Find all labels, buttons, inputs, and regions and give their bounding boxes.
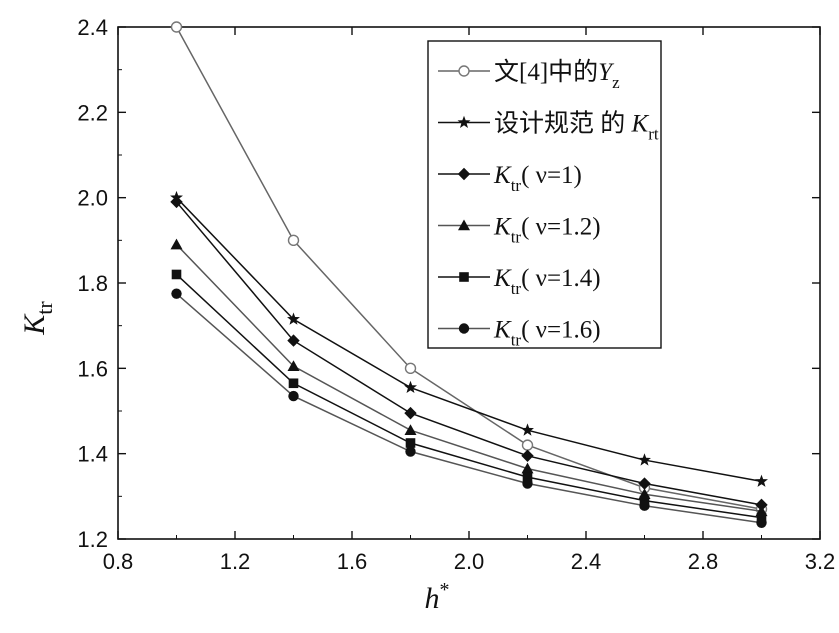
series-4-point	[170, 238, 183, 250]
y-axis-label: Ktr	[18, 301, 57, 336]
series-3-point	[521, 449, 534, 462]
legend-label-subscript: tr	[511, 228, 522, 247]
plot-area: 0.8 1.2 1.6 2.0 2.4 2.8 3.21.21.41.61.82.02.22…	[77, 15, 835, 574]
y-axis-label-main: K	[18, 313, 51, 336]
legend-swatch-marker	[458, 323, 470, 334]
legend-label-suffix: ( ν=1.2)	[521, 214, 601, 241]
legend-swatch-marker	[457, 167, 471, 181]
series-5-point	[288, 378, 299, 389]
series-2-point	[404, 380, 417, 394]
series-5-point	[171, 269, 182, 280]
series-6-point	[639, 500, 650, 511]
y-tick-label: 1.4	[77, 442, 108, 467]
x-tick-label: 3.2	[805, 549, 836, 574]
series-4-point	[404, 424, 417, 435]
legend-label-symbol: K	[631, 111, 650, 138]
y-tick-label: 1.2	[77, 527, 108, 552]
x-tick-label: 2.8	[688, 549, 719, 574]
legend-label: Ktr( ν=1.4)	[493, 265, 601, 298]
legend-entry: 设计规范 的 Krt	[438, 110, 659, 144]
series-6-point	[171, 288, 182, 299]
legend-label-suffix: ( ν=1)	[521, 162, 582, 189]
legend-label-text: 设计规范 的	[494, 110, 632, 138]
series-6-line	[176, 293, 762, 524]
series-3-point	[287, 334, 300, 347]
legend-label-subscript: rt	[648, 125, 659, 144]
legend-label: 设计规范 的 Krt	[494, 110, 659, 144]
x-tick-label: 2.0	[454, 549, 485, 574]
series-1-point	[287, 234, 300, 247]
legend-label-subscript: tr	[511, 279, 522, 298]
y-tick-label: 2.0	[77, 186, 108, 211]
series-6-point	[756, 517, 767, 528]
legend-entry: Ktr( ν=1)	[438, 162, 582, 195]
series-1-point	[170, 21, 183, 33]
series-3-point	[404, 406, 417, 420]
legend-entry: 文[4]中的Yz	[438, 58, 620, 92]
x-tick-label: 1.6	[337, 549, 368, 574]
series-4-point	[521, 462, 534, 474]
axis-labels: h* Ktr	[18, 301, 450, 615]
series-2-point	[638, 453, 651, 466]
legend-entry: Ktr( ν=1.4)	[438, 265, 601, 298]
legend-swatch-marker	[458, 65, 470, 77]
series-1-point	[404, 362, 417, 375]
y-axis-label-sub: tr	[32, 301, 57, 315]
series-5-line	[175, 273, 762, 519]
legend-label-suffix: ( ν=1.6)	[521, 317, 601, 344]
x-axis-label: h*	[425, 579, 450, 615]
series-layer	[170, 21, 768, 528]
series-6-point	[405, 446, 416, 457]
series-3-point	[638, 477, 651, 490]
series-4-line	[175, 244, 762, 513]
legend-label-text: 文[4]中的	[494, 58, 598, 86]
series-4-point	[287, 360, 300, 371]
series-2-point	[755, 474, 768, 487]
series-3-line	[175, 201, 762, 506]
series-2-point	[521, 423, 534, 436]
legend-entry: Ktr( ν=1.6)	[438, 317, 601, 350]
x-tick-label: 1.2	[220, 549, 251, 574]
series-6-point	[288, 390, 299, 402]
series-1-point	[521, 439, 534, 451]
legend-label-symbol: K	[493, 162, 512, 189]
x-tick-label: 0.8	[103, 549, 134, 574]
legend-swatch-marker	[459, 272, 469, 282]
legend-label: Ktr( ν=1)	[493, 162, 582, 195]
legend-swatch-marker	[457, 115, 471, 128]
x-tick-label: 2.4	[571, 549, 602, 574]
y-tick-label: 1.6	[77, 356, 108, 381]
series-1-line	[175, 26, 762, 510]
series-5-point	[522, 472, 533, 482]
legend-label: Ktr( ν=1.6)	[493, 317, 601, 350]
series-3-point	[755, 498, 768, 512]
legend-label-subscript: tr	[511, 331, 522, 350]
y-tick-label: 2.2	[77, 100, 108, 125]
series-6-point	[522, 478, 533, 489]
legend-label-subscript: tr	[511, 176, 522, 195]
legend-label-symbol: K	[493, 265, 512, 292]
legend-entry: Ktr( ν=1.2)	[438, 214, 601, 247]
legend-label-subscript: z	[612, 73, 620, 92]
x-axis-label-sup: *	[440, 579, 450, 601]
legend-swatch-marker	[458, 219, 470, 231]
legend-label-suffix: ( ν=1.4)	[521, 265, 601, 292]
x-axis-label-main: h	[425, 582, 440, 615]
series-2-point	[287, 312, 300, 325]
series-2-line	[175, 197, 762, 483]
series-3-point	[170, 195, 183, 209]
series-6	[171, 288, 767, 528]
series-3	[170, 195, 768, 512]
y-tick-label: 2.4	[77, 15, 108, 40]
legend-label-symbol: K	[493, 214, 512, 241]
y-tick-label: 1.8	[77, 271, 108, 296]
series-5-point	[405, 438, 416, 448]
legend-box	[427, 40, 662, 349]
legend-label: Ktr( ν=1.2)	[493, 214, 601, 247]
legend-label-symbol: K	[493, 317, 512, 344]
legend-label-symbol: Y	[598, 59, 615, 86]
legend-label: 文[4]中的Yz	[494, 58, 620, 92]
